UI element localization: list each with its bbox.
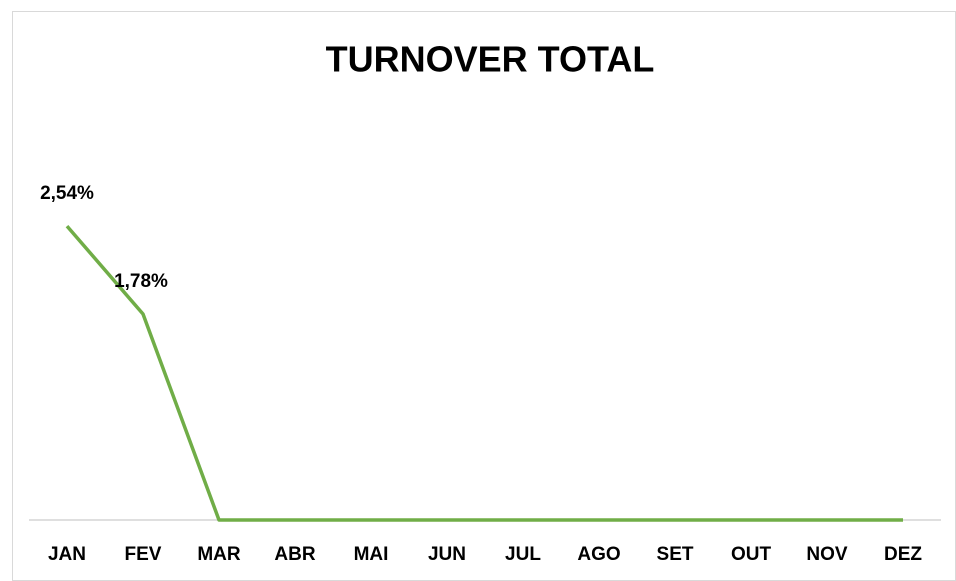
x-tick-label: JAN: [48, 544, 86, 565]
data-label: 2,54%: [40, 183, 94, 204]
x-tick-label: MAI: [354, 544, 389, 565]
x-tick-label: SET: [657, 544, 694, 565]
x-tick-label: JUL: [505, 544, 541, 565]
x-tick-label: OUT: [731, 544, 772, 565]
x-tick-label: AGO: [577, 544, 620, 565]
x-tick-label: ABR: [274, 544, 315, 565]
x-tick-label: FEV: [125, 544, 162, 565]
data-label: 1,78%: [114, 271, 168, 292]
x-tick-label: NOV: [806, 544, 848, 565]
x-tick-label: JUN: [428, 544, 466, 565]
series-line: [65, 224, 903, 522]
chart-title: TURNOVER TOTAL: [326, 39, 655, 80]
x-tick-label: MAR: [197, 544, 241, 565]
chart-border: [12, 11, 956, 581]
x-tick-label: DEZ: [884, 544, 922, 565]
